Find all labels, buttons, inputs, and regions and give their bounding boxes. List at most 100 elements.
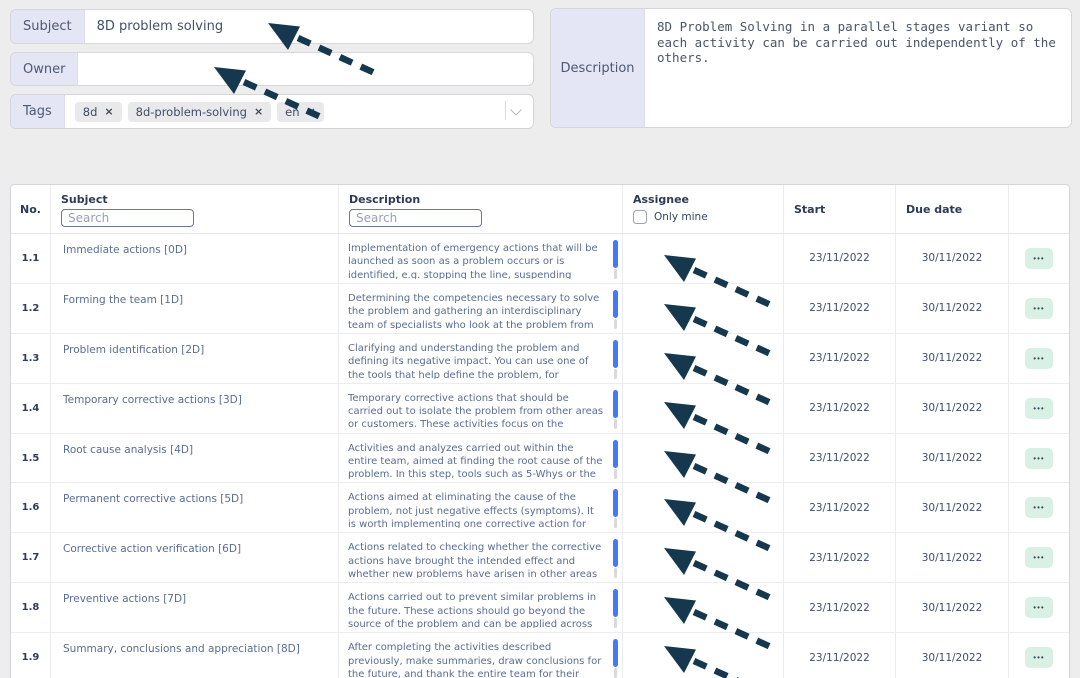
ellipsis-icon: •••: [1033, 253, 1045, 263]
ellipsis-icon: •••: [1033, 303, 1045, 313]
remove-tag-icon[interactable]: ×: [306, 105, 316, 118]
remove-tag-icon[interactable]: ×: [253, 105, 264, 118]
row-description-cell: Implementation of emergency actions that…: [339, 234, 623, 283]
column-header-actions: [1009, 185, 1069, 233]
row-number: 1.8: [11, 583, 51, 633]
scrollbar-track: [614, 568, 617, 579]
row-more-button[interactable]: •••: [1025, 297, 1053, 319]
row-assignee-cell[interactable]: [623, 333, 784, 383]
row-description-text: Activities and analyzes carried out with…: [348, 442, 603, 479]
scrollbar-thumb[interactable]: [613, 389, 618, 418]
owner-input[interactable]: [78, 53, 533, 85]
row-due-date: 30/11/2022: [896, 433, 1009, 483]
row-description-text: Implementation of emergency actions that…: [348, 243, 598, 279]
table-row: 1.6 Permanent corrective actions [5D] Ac…: [11, 483, 1069, 534]
row-subject-cell: Root cause analysis [4D]: [51, 433, 339, 483]
scrollbar-track: [614, 318, 617, 329]
row-number: 1.6: [11, 483, 51, 533]
row-start-date: 23/11/2022: [784, 433, 896, 483]
scrollbar-thumb[interactable]: [613, 639, 618, 668]
row-due-date: 30/11/2022: [896, 583, 1009, 633]
description-field: Description 8D Problem Solving in a para…: [550, 8, 1072, 128]
chevron-down-icon[interactable]: [510, 104, 522, 116]
scrollbar-thumb[interactable]: [613, 489, 618, 518]
row-start-date: 23/11/2022: [784, 333, 896, 383]
scrollbar-thumb[interactable]: [613, 289, 618, 318]
row-more-button[interactable]: •••: [1025, 597, 1053, 619]
subject-input[interactable]: 8D problem solving: [85, 10, 533, 43]
tag-chip: en ×: [277, 101, 324, 122]
row-description-cell: Actions aimed at eliminating the cause o…: [339, 483, 623, 533]
row-assignee-cell[interactable]: [623, 483, 784, 533]
row-actions-cell: •••: [1009, 284, 1069, 333]
ellipsis-icon: •••: [1033, 453, 1045, 463]
row-more-button[interactable]: •••: [1025, 347, 1053, 369]
row-number: 1.9: [11, 633, 51, 678]
row-description-text: Actions carried out to prevent similar p…: [348, 592, 597, 629]
row-description-cell: Actions related to checking whether the …: [339, 533, 623, 583]
table-row: 1.7 Corrective action verification [6D] …: [11, 533, 1069, 584]
row-assignee-cell[interactable]: [623, 383, 784, 433]
row-description-cell: Determining the competencies necessary t…: [339, 283, 623, 333]
scrollbar-track: [614, 468, 617, 479]
row-actions-cell: •••: [1009, 434, 1069, 483]
row-due-date: 30/11/2022: [896, 533, 1009, 583]
remove-tag-icon[interactable]: ×: [104, 105, 114, 118]
only-mine-label: Only mine: [654, 211, 708, 223]
row-more-button[interactable]: •••: [1025, 497, 1053, 519]
tag-chip-text: 8d: [82, 104, 98, 119]
scrollbar-thumb[interactable]: [613, 339, 618, 368]
row-assignee-cell[interactable]: [623, 633, 784, 678]
column-header-start: Start: [784, 185, 896, 233]
table-row: 1.5 Root cause analysis [4D] Activities …: [11, 433, 1069, 484]
row-description-cell: After completing the activities describe…: [339, 633, 623, 678]
table-header: No. Subject Description Assignee Only mi…: [11, 185, 1069, 234]
row-due-date: 30/11/2022: [896, 633, 1009, 678]
row-description-text: Actions related to checking whether the …: [348, 542, 602, 579]
row-subject-text: Summary, conclusions and appreciation [8…: [63, 643, 300, 656]
row-subject-cell: Temporary corrective actions [3D]: [51, 383, 339, 433]
only-mine-checkbox[interactable]: [633, 210, 647, 224]
row-subject-text: Permanent corrective actions [5D]: [63, 493, 244, 506]
description-textarea[interactable]: 8D Problem Solving in a parallel stages …: [657, 19, 1056, 65]
tag-chip: 8d ×: [74, 101, 122, 122]
only-mine-control: Only mine: [633, 210, 783, 224]
scrollbar-track: [614, 368, 617, 379]
row-subject-cell: Summary, conclusions and appreciation [8…: [51, 633, 339, 678]
row-more-button[interactable]: •••: [1025, 447, 1053, 469]
row-actions-cell: •••: [1009, 533, 1069, 582]
row-assignee-cell[interactable]: [623, 533, 784, 583]
tags-input[interactable]: 8d × 8d-problem-solving × en ×: [65, 95, 533, 128]
row-more-button[interactable]: •••: [1025, 397, 1053, 419]
row-start-date: 23/11/2022: [784, 234, 896, 283]
row-more-button[interactable]: •••: [1025, 247, 1053, 269]
row-assignee-cell[interactable]: [623, 283, 784, 333]
scrollbar-thumb[interactable]: [613, 439, 618, 468]
tag-chip-text: en: [285, 104, 300, 119]
subject-search-input[interactable]: [61, 209, 194, 227]
row-subject-cell: Problem identification [2D]: [51, 333, 339, 383]
description-search-input[interactable]: [349, 209, 482, 227]
row-start-date: 23/11/2022: [784, 533, 896, 583]
row-description-cell: Activities and analyzes carried out with…: [339, 433, 623, 483]
scrollbar-thumb[interactable]: [613, 539, 618, 568]
row-due-date: 30/11/2022: [896, 234, 1009, 283]
scrollbar-thumb[interactable]: [613, 589, 618, 618]
scrollbar-track: [614, 618, 617, 629]
row-more-button[interactable]: •••: [1025, 647, 1053, 669]
ellipsis-icon: •••: [1033, 653, 1045, 663]
row-due-date: 30/11/2022: [896, 333, 1009, 383]
column-header-due-date: Due date: [896, 185, 1009, 233]
row-number: 1.2: [11, 283, 51, 333]
row-assignee-cell[interactable]: [623, 583, 784, 633]
row-more-button[interactable]: •••: [1025, 547, 1053, 569]
tag-chip: 8d-problem-solving ×: [127, 101, 272, 122]
row-due-date: 30/11/2022: [896, 483, 1009, 533]
table-row: 1.1 Immediate actions [0D] Implementatio…: [11, 234, 1069, 284]
row-actions-cell: •••: [1009, 483, 1069, 532]
row-description-text: Temporary corrective actions that should…: [348, 392, 604, 429]
ellipsis-icon: •••: [1033, 503, 1045, 513]
row-assignee-cell[interactable]: [623, 234, 784, 283]
row-assignee-cell[interactable]: [623, 433, 784, 483]
scrollbar-thumb[interactable]: [613, 240, 618, 268]
